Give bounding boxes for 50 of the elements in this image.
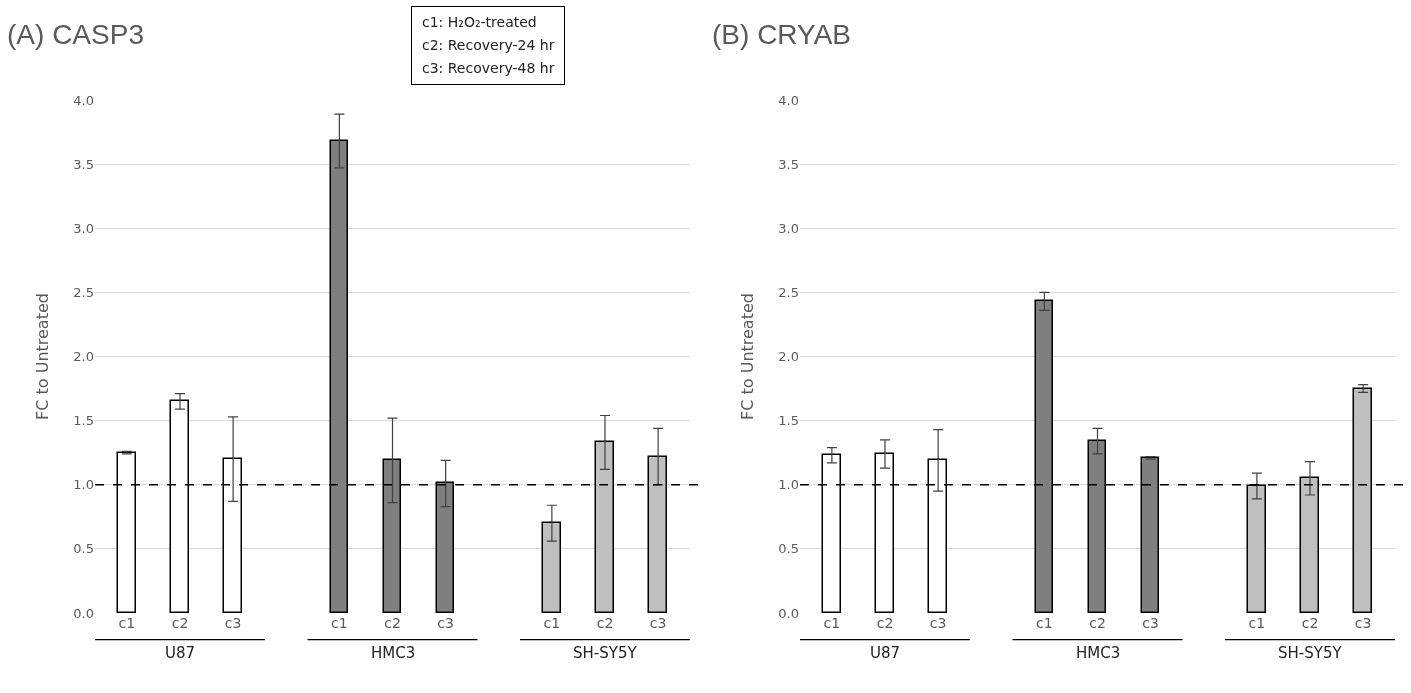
x-tick-label: c2 <box>876 615 894 631</box>
y-tick-label: 1.0 <box>73 477 94 493</box>
text: SH-SY5Y <box>573 644 638 662</box>
x-tick-label: c2 <box>1089 615 1106 631</box>
text: SH-SY5Y <box>1278 644 1343 662</box>
y-tick-label: 1.5 <box>73 413 94 429</box>
chart-title: (B) CRYAB <box>712 18 852 50</box>
y-tick-label: 0.5 <box>778 541 799 557</box>
y-tick-label: 4.0 <box>778 92 799 108</box>
text: c3: Recovery-48 hr <box>422 59 555 78</box>
x-tick-label: c3 <box>1142 615 1159 631</box>
x-tick-label: c3 <box>1354 615 1372 631</box>
text: HMC3 <box>371 644 416 662</box>
y-tick-label: 3.5 <box>778 156 799 172</box>
y-tick-label: 3.0 <box>73 220 94 236</box>
x-tick-label: c1 <box>1248 615 1266 631</box>
text: U87 <box>870 644 901 662</box>
y-tick-label: 0.0 <box>778 605 799 621</box>
x-tick-label: c2 <box>171 615 189 631</box>
text: U87 <box>165 644 196 662</box>
y-tick-label: 2.5 <box>73 284 94 300</box>
y-tick-label: 4.0 <box>73 92 94 108</box>
y-tick-label: 3.5 <box>73 156 94 172</box>
y-tick-label: 0.0 <box>73 605 94 621</box>
text: c2: Recovery-24 hr <box>422 36 555 55</box>
x-tick-label: c1 <box>823 615 841 631</box>
y-tick-label: 3.0 <box>778 220 799 236</box>
x-tick-label: c1 <box>543 615 561 631</box>
text: HMC3 <box>1076 644 1121 662</box>
x-tick-label: c1 <box>331 615 348 631</box>
y-tick-label: 2.5 <box>778 284 799 300</box>
y-axis-title: FC to Untreated <box>738 293 758 420</box>
y-axis-title: FC to Untreated <box>33 293 53 420</box>
x-tick-label: c2 <box>384 615 401 631</box>
y-tick-label: 1.5 <box>778 413 799 429</box>
bar <box>541 521 561 613</box>
chart-title: (A) CASP3 <box>7 18 144 50</box>
x-tick-label: c2 <box>596 615 614 631</box>
x-tick-label: c3 <box>649 615 667 631</box>
x-tick-label: c1 <box>118 615 136 631</box>
x-tick-label: c2 <box>1301 615 1319 631</box>
y-tick-label: 2.0 <box>73 349 94 365</box>
x-tick-label: c3 <box>224 615 242 631</box>
y-tick-label: 2.0 <box>778 349 799 365</box>
text: c1: H₂O₂-treated <box>422 13 538 32</box>
y-tick-label: 0.5 <box>73 541 94 557</box>
x-tick-label: c3 <box>929 615 947 631</box>
x-tick-label: c3 <box>437 615 454 631</box>
y-tick-label: 1.0 <box>778 477 799 493</box>
x-tick-label: c1 <box>1036 615 1053 631</box>
